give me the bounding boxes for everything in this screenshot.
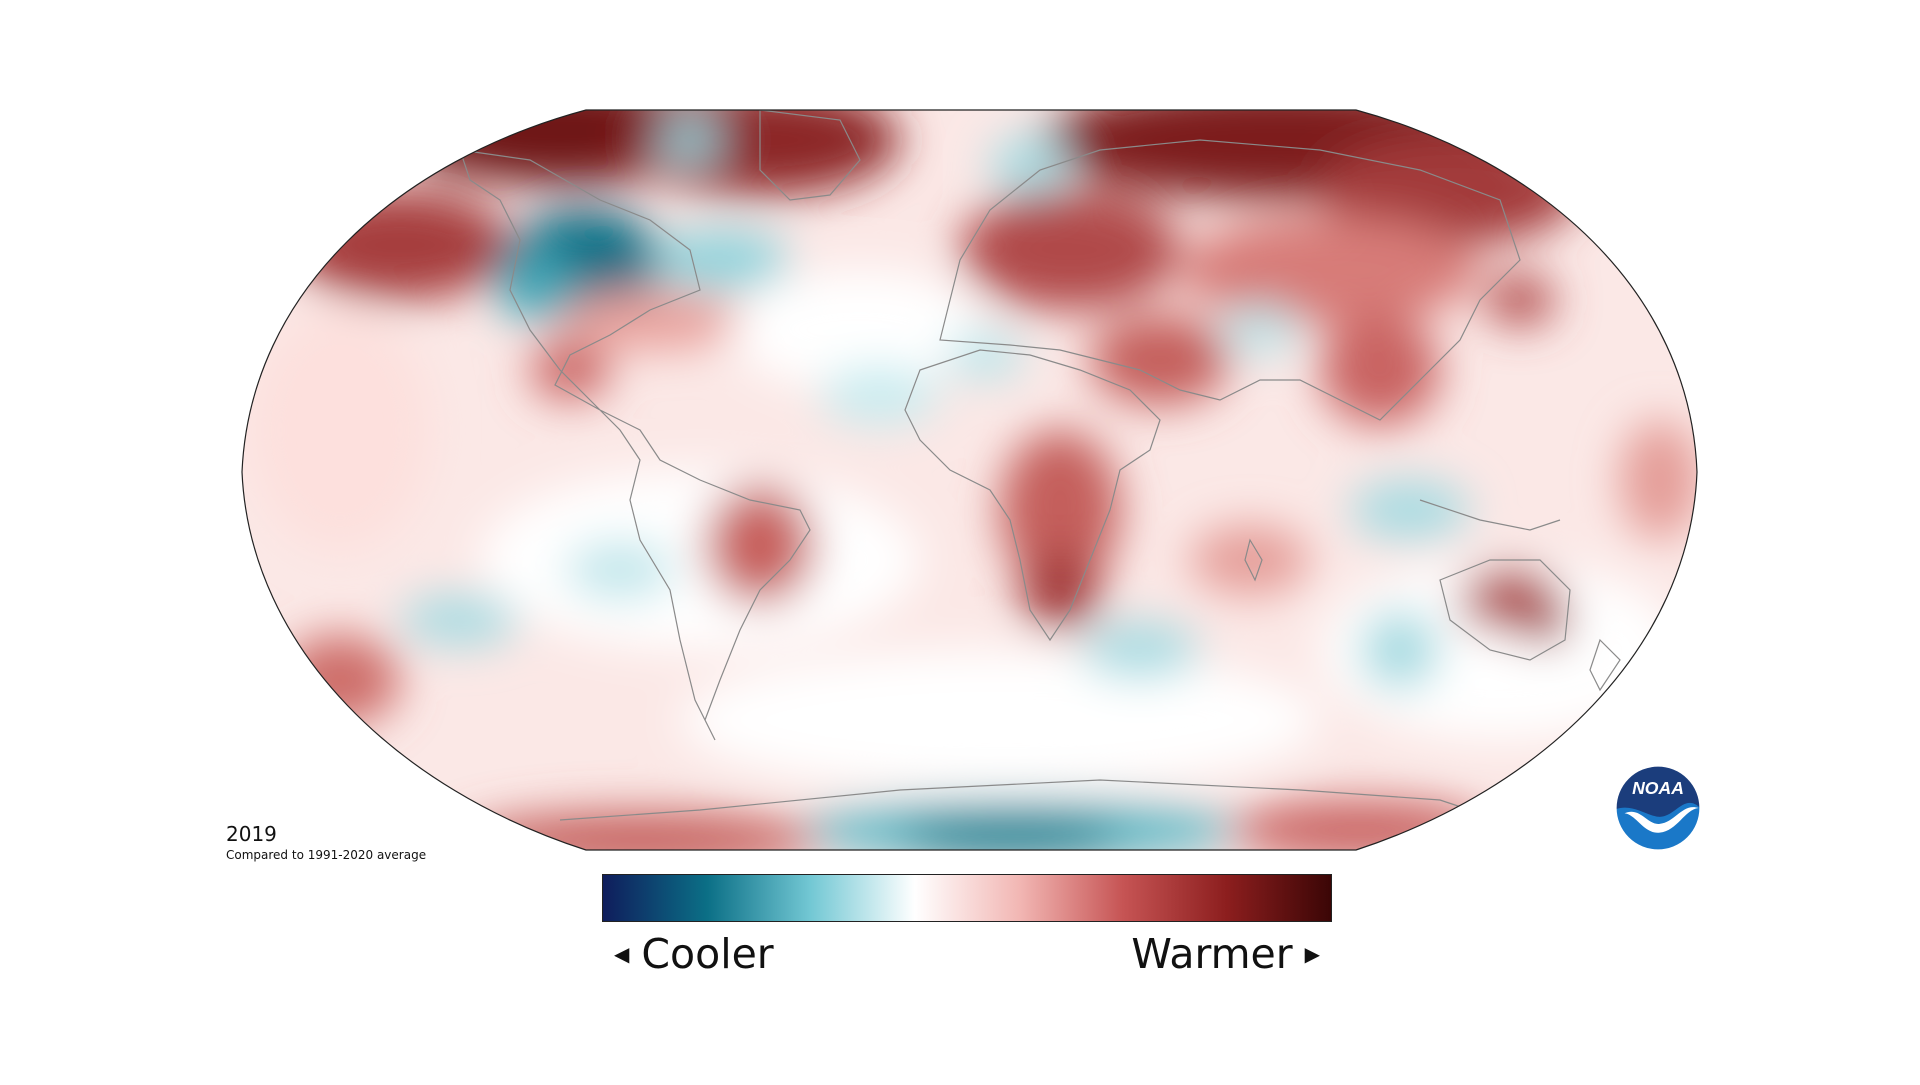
cooler-text: Cooler <box>641 930 774 978</box>
left-arrow-icon: ◀ <box>614 942 630 966</box>
noaa-logo-text: NOAA <box>1632 778 1684 798</box>
right-arrow-icon: ▶ <box>1304 942 1320 966</box>
map-outline <box>241 109 1698 851</box>
baseline-label: Compared to 1991-2020 average <box>226 848 427 862</box>
coastlines <box>459 110 1621 821</box>
anomaly-field <box>242 110 1697 850</box>
year-label: 2019 <box>226 822 277 846</box>
warmer-label: Warmer ▶ <box>1131 930 1332 978</box>
cooler-label: ◀ Cooler <box>602 930 774 978</box>
warmer-text: Warmer <box>1131 930 1293 978</box>
colorbar <box>602 874 1332 922</box>
noaa-logo: NOAA <box>1614 764 1702 852</box>
